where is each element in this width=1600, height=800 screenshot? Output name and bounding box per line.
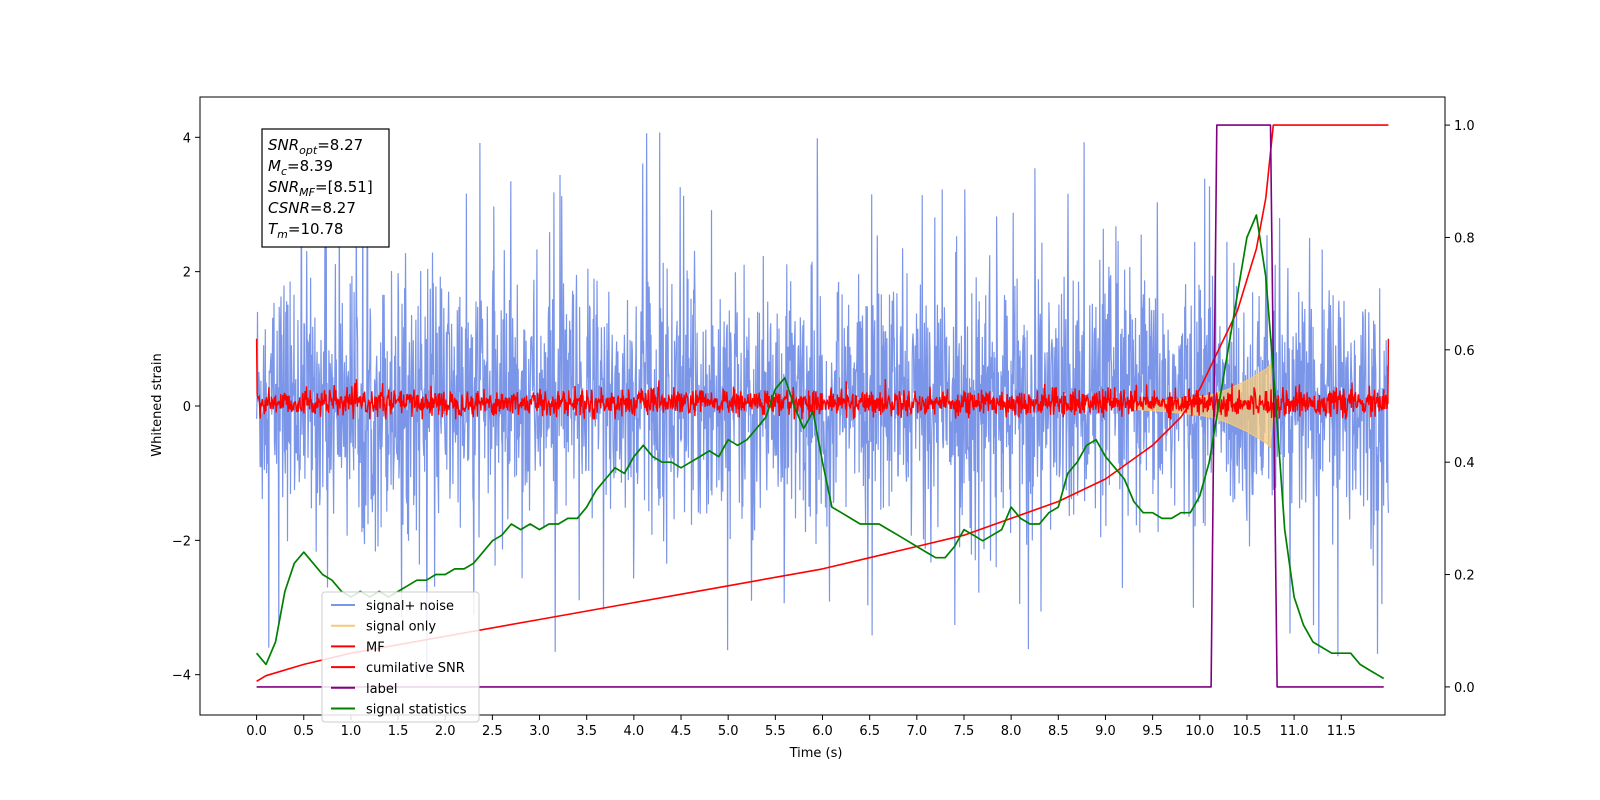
stats-annotation-line: SNRopt=8.27 bbox=[268, 136, 363, 157]
y-left-tick-label: −2 bbox=[172, 534, 191, 549]
legend-label: signal statistics bbox=[366, 703, 467, 718]
x-tick-label: 10.0 bbox=[1185, 724, 1214, 739]
y-right-tick-label: 0.0 bbox=[1454, 681, 1475, 696]
series-label bbox=[256, 124, 1384, 688]
y-axis-left-ticks: −4 −2 0 2 4 bbox=[172, 131, 200, 684]
x-tick-label: 5.5 bbox=[765, 724, 786, 739]
legend-item-signal-statistics: signal statistics bbox=[331, 703, 467, 718]
y-axis-right-ticks: 0.0 0.2 0.4 0.6 0.8 1.0 bbox=[1445, 119, 1475, 696]
stats-annotation-line: Tm=10.78 bbox=[268, 220, 343, 241]
x-tick-label: 2.0 bbox=[435, 724, 456, 739]
x-axis-label: Time (s) bbox=[789, 746, 843, 761]
y-right-tick-label: 0.4 bbox=[1454, 456, 1475, 471]
x-tick-label: 1.0 bbox=[341, 724, 362, 739]
y-left-tick-label: 4 bbox=[183, 131, 191, 146]
legend-item-mf: MF bbox=[331, 640, 385, 655]
y-left-tick-label: −4 bbox=[172, 669, 191, 684]
legend-item-cumulative-snr: cumilative SNR bbox=[331, 661, 465, 676]
y-left-tick-label: 2 bbox=[183, 266, 191, 281]
x-tick-label: 7.5 bbox=[954, 724, 975, 739]
y-left-tick-label: 0 bbox=[183, 400, 191, 415]
x-tick-label: 1.5 bbox=[388, 724, 409, 739]
stats-annotation-line: CSNR=8.27 bbox=[268, 199, 356, 217]
legend: signal+ noise signal only MF cumilative SNR… bbox=[321, 591, 480, 723]
x-tick-label: 4.5 bbox=[671, 724, 692, 739]
x-tick-label: 3.0 bbox=[529, 724, 550, 739]
y-right-tick-label: 0.8 bbox=[1454, 231, 1475, 246]
x-tick-label: 6.0 bbox=[812, 724, 833, 739]
y-right-tick-label: 0.6 bbox=[1454, 344, 1475, 359]
x-tick-label: 9.0 bbox=[1095, 724, 1116, 739]
legend-label: signal only bbox=[366, 620, 436, 635]
x-tick-label: 4.0 bbox=[624, 724, 645, 739]
legend-item-label: label bbox=[331, 682, 397, 697]
legend-frame bbox=[321, 591, 480, 723]
x-tick-label: 11.0 bbox=[1280, 724, 1309, 739]
legend-label: signal+ noise bbox=[366, 599, 454, 614]
x-tick-label: 9.5 bbox=[1142, 724, 1163, 739]
stats-annotation-line: Mc=8.39 bbox=[268, 157, 333, 178]
x-tick-label: 0.0 bbox=[246, 724, 267, 739]
legend-label: label bbox=[366, 682, 397, 697]
stats-annotation-line: SNRMF=[8.51] bbox=[268, 178, 373, 199]
y-axis-label: Whitened strain bbox=[150, 353, 165, 456]
legend-item-signal-only: signal only bbox=[331, 620, 436, 635]
legend-label: cumilative SNR bbox=[366, 661, 465, 676]
x-tick-label: 6.5 bbox=[859, 724, 880, 739]
x-tick-label: 2.5 bbox=[482, 724, 503, 739]
legend-label: MF bbox=[366, 640, 385, 655]
x-axis-ticks: 0.0 0.5 1.0 1.5 2.0 2.5 3.0 3.5 4.0 4.5 5.0 5.5 6.0 6… bbox=[246, 715, 1356, 739]
x-tick-label: 3.5 bbox=[576, 724, 597, 739]
legend-item-signal-noise: signal+ noise bbox=[331, 599, 454, 614]
y-right-tick-label: 0.2 bbox=[1454, 569, 1475, 584]
x-tick-label: 5.0 bbox=[718, 724, 739, 739]
x-tick-label: 8.0 bbox=[1001, 724, 1022, 739]
y-right-tick-label: 1.0 bbox=[1454, 119, 1475, 134]
x-tick-label: 11.5 bbox=[1327, 724, 1356, 739]
x-tick-label: 8.5 bbox=[1048, 724, 1069, 739]
x-tick-label: 10.5 bbox=[1232, 724, 1261, 739]
stats-annotation-frame bbox=[261, 128, 390, 248]
series-mf bbox=[255, 338, 1390, 420]
series-signal-statistics bbox=[255, 214, 1385, 680]
x-tick-label: 7.0 bbox=[906, 724, 927, 739]
x-tick-label: 0.5 bbox=[293, 724, 314, 739]
